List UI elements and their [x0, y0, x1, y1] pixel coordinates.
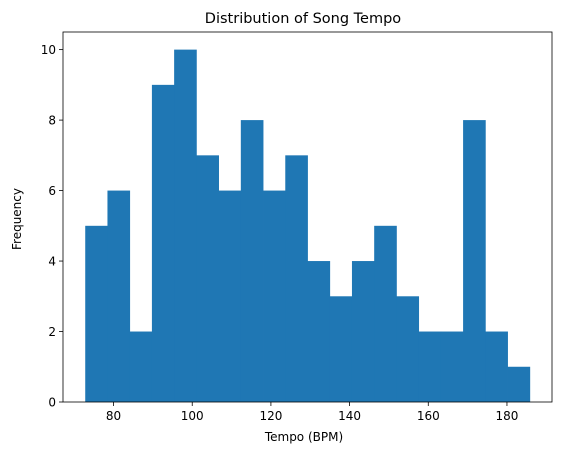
y-tick-label: 2	[48, 325, 56, 339]
x-tick-label: 140	[338, 409, 361, 423]
histogram-bar	[85, 225, 108, 402]
histogram-bar	[240, 120, 264, 402]
y-axis-label: Frequency	[10, 188, 24, 250]
histogram-bars	[85, 49, 531, 402]
histogram-bar	[351, 261, 375, 402]
x-axis: 80 100 120 140 160 180	[106, 402, 518, 423]
histogram-bar	[151, 84, 175, 402]
histogram-bar	[396, 296, 420, 402]
x-axis-label: Tempo (BPM)	[264, 430, 343, 444]
plot-frame	[62, 31, 553, 403]
chart-title: Distribution of Song Tempo	[205, 11, 402, 27]
histogram-bar	[107, 190, 131, 402]
x-tick-label: 80	[106, 409, 121, 423]
histogram-bar	[418, 331, 442, 402]
y-tick-label: 8	[48, 114, 56, 128]
y-tick-label: 0	[48, 396, 56, 410]
x-tick-label: 120	[259, 409, 282, 423]
histogram-bar	[507, 366, 531, 402]
histogram-bar	[285, 155, 308, 402]
y-tick-label: 4	[48, 255, 56, 269]
histogram-bar	[440, 331, 464, 402]
histogram-bar	[196, 155, 219, 402]
histogram-bar	[463, 120, 486, 402]
x-tick-label: 100	[181, 409, 204, 423]
histogram-bar	[129, 331, 153, 402]
histogram-bar	[218, 190, 242, 402]
histogram-bar	[485, 331, 508, 402]
x-tick-label: 160	[417, 409, 440, 423]
histogram-bar	[374, 225, 397, 402]
y-tick-label: 10	[41, 43, 56, 57]
y-axis: 0 2 4 6 8 10	[41, 43, 63, 410]
histogram-bar	[174, 49, 197, 402]
x-tick-label: 180	[496, 409, 519, 423]
histogram-bar	[263, 190, 286, 402]
y-tick-label: 6	[48, 184, 56, 198]
histogram-bar	[307, 261, 331, 402]
histogram-bar	[329, 296, 353, 402]
